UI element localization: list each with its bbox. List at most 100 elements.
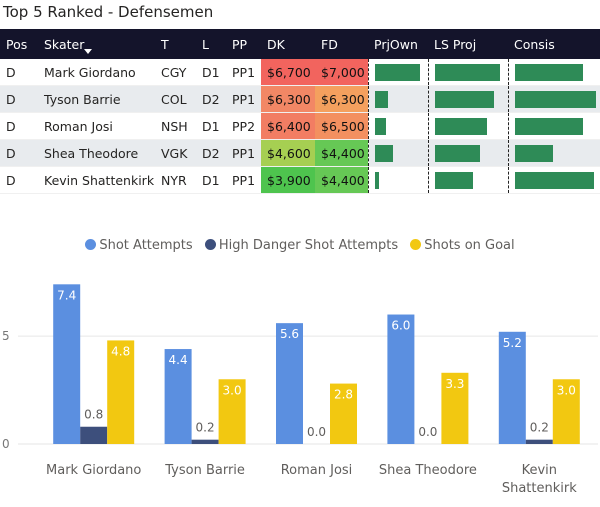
col-header-fd[interactable]: FD	[315, 29, 368, 59]
lsproj-bar	[434, 117, 488, 135]
lsproj-bar	[434, 90, 495, 108]
data-label: 4.4	[169, 353, 188, 367]
cell-consis	[507, 166, 600, 194]
data-label: 0.8	[84, 408, 103, 422]
chart-legend: Shot Attempts High Danger Shot Attempts …	[0, 238, 600, 253]
col-header-pp[interactable]: PP	[226, 29, 261, 59]
consis-bar	[514, 63, 583, 81]
data-label: 0.0	[418, 425, 437, 439]
cell-dk-salary: $6,300	[261, 85, 315, 113]
cell-pp: PP1	[226, 139, 261, 167]
x-tick-label: Roman Josi	[281, 463, 353, 478]
cell-team: CGY	[155, 59, 196, 86]
legend-dot-icon	[410, 239, 422, 250]
cell-dk-salary: $6,700	[261, 59, 315, 86]
data-label: 2.8	[334, 388, 353, 402]
legend-dot-icon	[85, 239, 97, 250]
cell-lsproj	[427, 112, 508, 140]
cell-line: D1	[196, 59, 226, 86]
data-label: 3.0	[223, 383, 242, 397]
legend-item-shot-attempts[interactable]: Shot Attempts	[85, 238, 193, 253]
cell-prjown	[367, 166, 428, 194]
bar-shot-attempts	[387, 314, 415, 444]
table-row[interactable]: D Roman Josi NSH D1 PP2 $6,400 $6,500	[0, 112, 600, 140]
cell-team: NYR	[155, 166, 196, 194]
cell-pp: PP1	[226, 85, 261, 113]
cell-dk-salary: $6,400	[261, 112, 315, 140]
cell-pp: PP1	[226, 59, 261, 86]
col-header-line[interactable]: L	[196, 29, 226, 59]
cell-prjown	[367, 112, 428, 140]
cell-lsproj	[427, 59, 508, 86]
lsproj-bar	[434, 63, 501, 81]
cell-pp: PP2	[226, 112, 261, 140]
consis-bar	[514, 171, 594, 189]
defensemen-table: Pos Skater T L PP DK FD PrjOwn LS Proj C…	[0, 29, 600, 194]
cell-prjown	[367, 139, 428, 167]
col-header-team[interactable]: T	[155, 29, 196, 59]
data-label: 0.2	[530, 421, 549, 435]
cell-skater: Mark Giordano	[38, 59, 155, 86]
prjown-bar	[374, 90, 388, 108]
cell-consis	[507, 139, 600, 167]
cell-fd-salary: $6,500	[315, 112, 368, 140]
data-label: 4.8	[111, 344, 130, 358]
x-tick-label: Mark Giordano	[46, 463, 141, 478]
bar-shots-on-goal	[441, 372, 469, 444]
cell-consis	[507, 112, 600, 140]
col-header-pos[interactable]: Pos	[0, 29, 38, 59]
consis-bar	[514, 117, 583, 135]
cell-prjown	[367, 59, 428, 86]
cell-team: NSH	[155, 112, 196, 140]
page-title: Top 5 Ranked - Defensemen	[3, 3, 214, 21]
cell-fd-salary: $4,400	[315, 166, 368, 194]
prjown-bar	[374, 144, 394, 162]
cell-pp: PP1	[226, 166, 261, 194]
col-header-dk[interactable]: DK	[261, 29, 315, 59]
cell-dk-salary: $4,600	[261, 139, 315, 167]
legend-item-shots-on-goal[interactable]: Shots on Goal	[410, 238, 515, 253]
table-row[interactable]: D Shea Theodore VGK D2 PP1 $4,600 $4,400	[0, 139, 600, 167]
table-header-row: Pos Skater T L PP DK FD PrjOwn LS Proj C…	[0, 29, 600, 59]
legend-label: Shot Attempts	[99, 238, 193, 253]
cell-pos: D	[0, 85, 38, 113]
cell-line: D1	[196, 112, 226, 140]
bar-shots-on-goal	[107, 340, 135, 444]
col-header-skater[interactable]: Skater	[38, 29, 155, 59]
data-label: 5.6	[280, 327, 299, 341]
consis-bar	[514, 90, 596, 108]
lsproj-bar	[434, 171, 474, 189]
cell-skater: Roman Josi	[38, 112, 155, 140]
table-row[interactable]: D Tyson Barrie COL D2 PP1 $6,300 $6,300	[0, 85, 600, 113]
col-header-skater-label: Skater	[44, 36, 85, 52]
cell-skater: Kevin Shattenkirk	[38, 166, 155, 194]
cell-consis	[507, 85, 600, 113]
col-header-consis[interactable]: Consis	[508, 29, 600, 59]
cell-pos: D	[0, 166, 38, 194]
data-label: 5.2	[503, 336, 522, 350]
prjown-bar	[374, 117, 387, 135]
bar-shot-attempts	[164, 349, 192, 444]
cell-fd-salary: $7,000	[315, 59, 368, 86]
legend-item-high-danger[interactable]: High Danger Shot Attempts	[204, 238, 398, 253]
legend-dot-icon	[204, 239, 216, 250]
bar-high-danger-shot-attempts	[191, 439, 219, 444]
cell-lsproj	[427, 139, 508, 167]
table-row[interactable]: D Mark Giordano CGY D1 PP1 $6,700 $7,000	[0, 59, 600, 86]
y-tick-label: 5	[2, 329, 10, 343]
table-row[interactable]: D Kevin Shattenkirk NYR D1 PP1 $3,900 $4…	[0, 166, 600, 194]
x-tick-label: Shattenkirk	[502, 481, 577, 496]
col-header-lsproj[interactable]: LS Proj	[428, 29, 508, 59]
bar-high-danger-shot-attempts	[80, 426, 108, 444]
data-label: 0.2	[196, 421, 215, 435]
data-label: 3.0	[557, 383, 576, 397]
cell-line: D1	[196, 166, 226, 194]
cell-line: D2	[196, 139, 226, 167]
data-label: 0.0	[307, 425, 326, 439]
bar-shots-on-goal	[552, 379, 580, 444]
cell-fd-salary: $6,300	[315, 85, 368, 113]
cell-prjown	[367, 85, 428, 113]
cell-skater: Shea Theodore	[38, 139, 155, 167]
bar-shot-attempts	[498, 331, 526, 444]
col-header-prjown[interactable]: PrjOwn	[368, 29, 428, 59]
